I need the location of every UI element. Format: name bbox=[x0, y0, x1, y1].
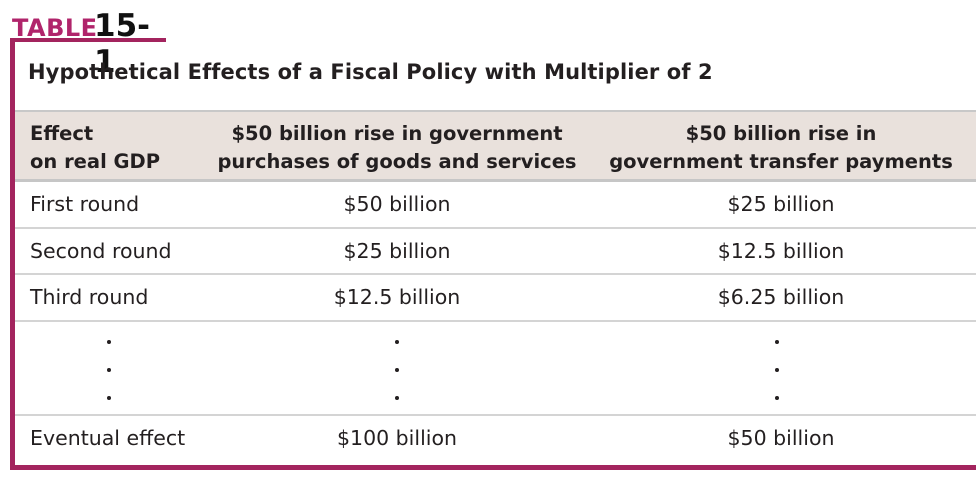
cell-effect: Eventual effect bbox=[30, 425, 186, 450]
table-row: First round $50 billion $25 billion bbox=[15, 182, 976, 229]
ellipsis-dot bbox=[395, 395, 399, 400]
ellipsis-dot bbox=[775, 339, 779, 344]
table-header: Effect on real GDP $50 billion rise in g… bbox=[15, 110, 976, 182]
ellipsis-dot bbox=[395, 339, 399, 344]
cell-effect: First round bbox=[30, 192, 140, 216]
cell-purchases: $50 billion bbox=[343, 192, 451, 216]
frame-left-rule bbox=[10, 40, 15, 470]
table-row-eventual: Eventual effect $100 billion $50 billion bbox=[15, 416, 976, 463]
ellipsis-transfers bbox=[772, 339, 782, 404]
table-label: TABLE 15-1 bbox=[10, 8, 166, 80]
header-purchases: $50 billion rise in government purchases… bbox=[205, 120, 589, 176]
header-purchases-line2: purchases of goods and services bbox=[217, 150, 577, 173]
cell-effect: Second round bbox=[30, 238, 172, 263]
data-table: Effect on real GDP $50 billion rise in g… bbox=[15, 110, 976, 462]
table-row: Second round $25 billion $12.5 billion bbox=[15, 229, 976, 275]
ellipsis-dot bbox=[395, 367, 399, 372]
ellipsis-effect bbox=[104, 339, 114, 404]
cell-transfers: $12.5 billion bbox=[717, 238, 845, 263]
table-row: Third round $12.5 billion $6.25 billion bbox=[15, 275, 976, 322]
cell-purchases: $25 billion bbox=[343, 238, 451, 263]
ellipsis-dot bbox=[775, 367, 779, 372]
header-transfers-line1: $50 billion rise in bbox=[685, 122, 877, 145]
cell-purchases: $12.5 billion bbox=[333, 285, 461, 309]
frame-bottom-rule bbox=[10, 465, 976, 470]
ellipsis-row bbox=[15, 322, 976, 416]
ellipsis-dot bbox=[775, 395, 779, 400]
ellipsis-purchases bbox=[392, 339, 402, 404]
ellipsis-dot bbox=[107, 367, 111, 372]
header-effect-line2: on real GDP bbox=[30, 150, 161, 173]
header-purchases-line1: $50 billion rise in government bbox=[231, 122, 563, 145]
cell-transfers: $50 billion bbox=[727, 425, 835, 450]
header-transfers-line2: government transfer payments bbox=[609, 150, 953, 173]
ellipsis-dot bbox=[107, 339, 111, 344]
header-transfers: $50 billion rise in government transfer … bbox=[593, 120, 969, 176]
cell-purchases: $100 billion bbox=[336, 425, 458, 450]
header-effect: Effect on real GDP bbox=[30, 120, 160, 176]
ellipsis-dot bbox=[107, 395, 111, 400]
cell-effect: Third round bbox=[30, 285, 149, 309]
cell-transfers: $6.25 billion bbox=[717, 285, 845, 309]
table-label-word: TABLE bbox=[12, 14, 98, 42]
table-caption: Hypothetical Effects of a Fiscal Policy … bbox=[28, 60, 713, 84]
cell-transfers: $25 billion bbox=[727, 192, 835, 216]
table-label-underline bbox=[10, 38, 166, 42]
header-effect-line1: Effect bbox=[30, 122, 94, 145]
